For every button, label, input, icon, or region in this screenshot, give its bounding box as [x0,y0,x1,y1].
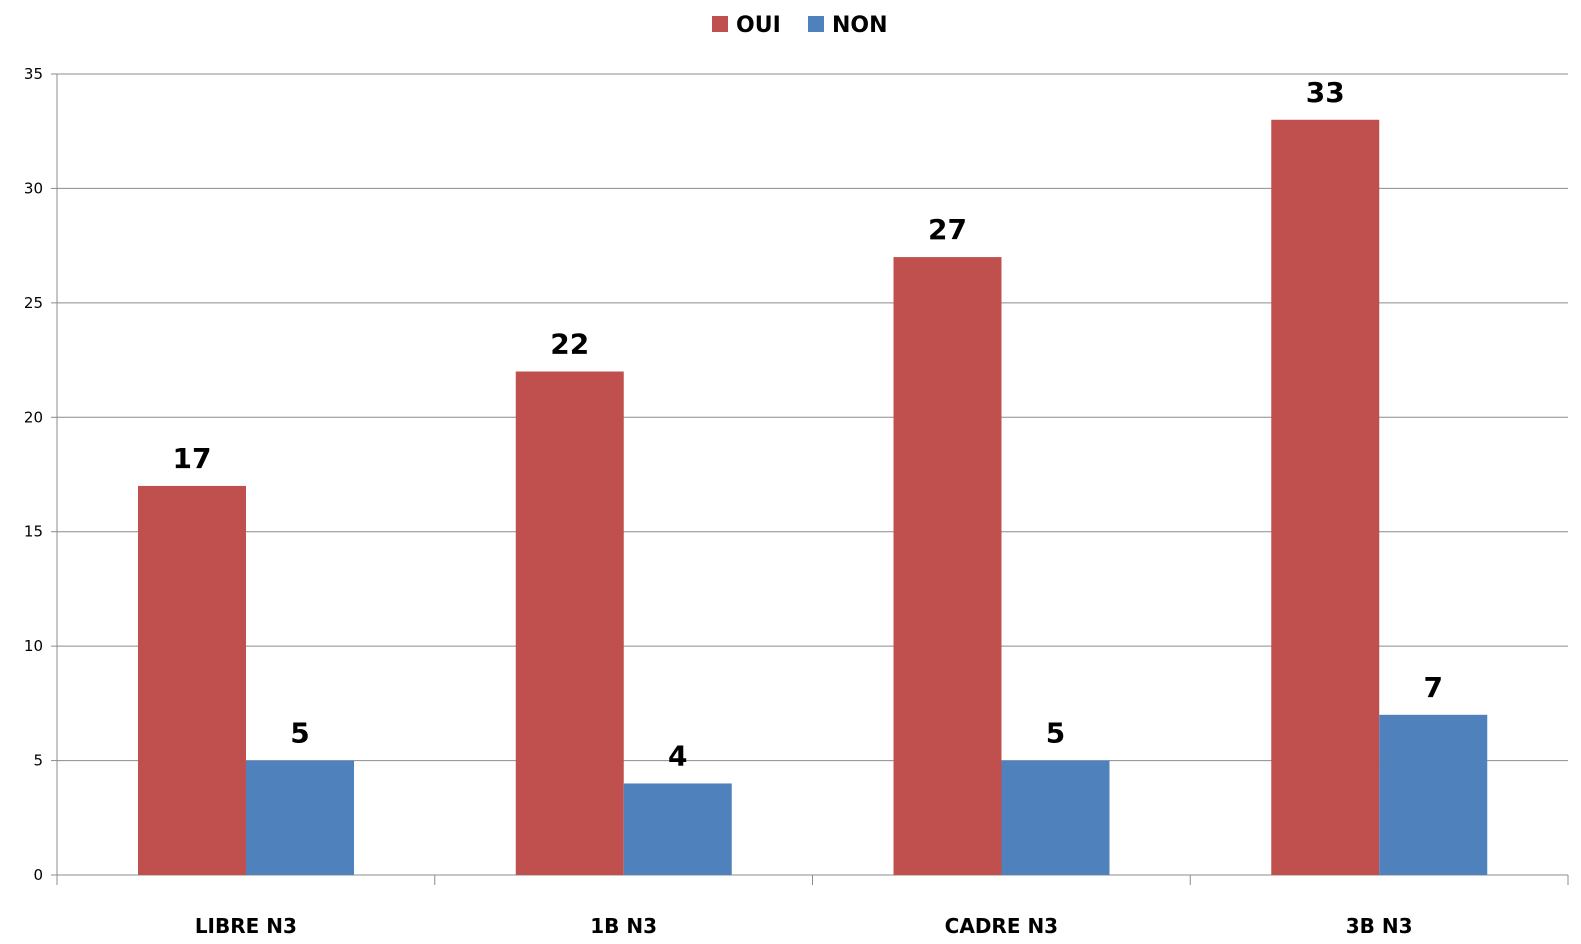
y-tick-label: 25 [24,294,43,312]
data-label: 33 [1306,76,1345,109]
y-tick-label: 15 [24,523,43,541]
bar-non [246,760,354,875]
bars [138,119,1488,876]
data-label: 17 [173,442,212,475]
y-tick-label: 35 [24,65,43,83]
bar-oui [893,257,1002,876]
legend-label: OUI [736,13,781,38]
y-tick-label: 5 [33,752,43,770]
legend-label: NON [832,13,888,38]
bar-oui [1271,119,1380,876]
y-tick-label: 10 [24,637,43,655]
data-label: 4 [668,739,687,772]
legend-swatch-oui [712,16,728,32]
x-category-label: 3B N3 [1346,914,1413,938]
data-label: 5 [290,717,309,750]
data-label: 27 [928,213,967,246]
bar-oui [515,371,624,875]
x-category-label: LIBRE N3 [195,914,297,938]
bar-non [1001,760,1110,875]
x-axis-category-labels: LIBRE N3 1B N3 CADRE N3 3B N3 [195,914,1413,938]
legend-swatch-non [808,16,824,32]
x-category-label: CADRE N3 [945,914,1058,938]
bar-non [623,783,732,875]
y-tick-label: 0 [33,866,43,884]
data-label: 7 [1424,671,1443,704]
x-category-label: 1B N3 [590,914,657,938]
y-tick-label: 20 [24,408,43,426]
bar-non [1379,714,1488,875]
data-labels: 17 5 22 4 27 5 33 7 [173,76,1443,773]
bar-oui [138,485,246,875]
legend: OUI NON [712,13,888,38]
gridlines [57,73,1568,762]
data-label: 22 [550,328,589,361]
y-tick-label: 30 [24,179,43,197]
data-label: 5 [1046,717,1065,750]
y-axis-tick-labels: 0 5 10 15 20 25 30 35 [24,65,43,884]
